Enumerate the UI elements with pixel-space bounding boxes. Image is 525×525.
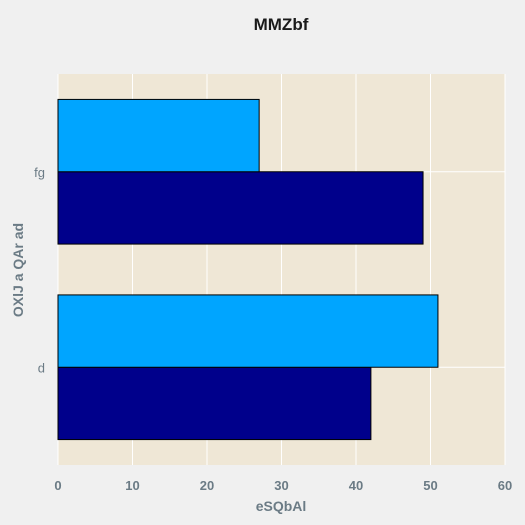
x-axis-label: eSQbAl xyxy=(256,498,307,514)
x-tick-label: 10 xyxy=(125,478,139,493)
x-tick-label: 30 xyxy=(274,478,288,493)
y-tick-label: fg xyxy=(34,165,45,180)
x-tick-label: 20 xyxy=(200,478,214,493)
x-tick-label: 50 xyxy=(423,478,437,493)
bar xyxy=(57,294,439,368)
x-tick-label: 60 xyxy=(498,478,512,493)
bar xyxy=(57,366,372,441)
x-tick-label: 0 xyxy=(54,478,61,493)
bar xyxy=(57,171,424,245)
y-axis-label: OXlJ a QAr ad xyxy=(10,223,26,317)
x-tick-label: 40 xyxy=(349,478,363,493)
y-tick-label: d xyxy=(38,360,45,375)
chart-title: MMZbf xyxy=(254,15,309,34)
bar xyxy=(57,98,260,173)
